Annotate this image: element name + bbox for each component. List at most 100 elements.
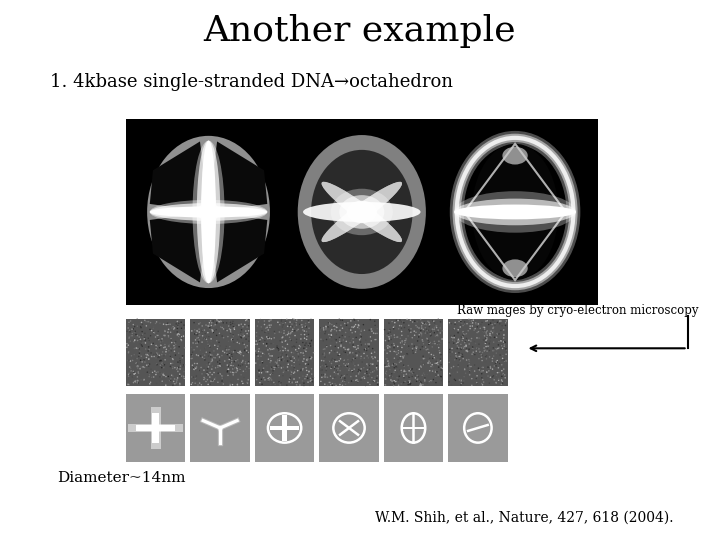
Point xyxy=(222,361,233,369)
Point xyxy=(481,335,492,343)
Point xyxy=(464,317,475,326)
Point xyxy=(369,353,381,361)
Point xyxy=(273,326,284,334)
Point xyxy=(356,333,367,341)
Point xyxy=(240,357,251,366)
Point xyxy=(210,353,221,361)
Point xyxy=(292,347,303,356)
Point xyxy=(328,321,340,330)
Point xyxy=(449,320,461,329)
Point xyxy=(285,336,297,345)
Point xyxy=(194,322,205,330)
Point xyxy=(225,318,236,327)
Point xyxy=(160,348,171,356)
Ellipse shape xyxy=(197,203,220,221)
Point xyxy=(451,337,462,346)
Point xyxy=(292,348,303,356)
Point xyxy=(457,334,469,343)
Point xyxy=(148,350,160,359)
Point xyxy=(287,378,298,387)
Point xyxy=(214,359,225,368)
Point xyxy=(143,351,154,360)
Point xyxy=(132,368,144,376)
Point xyxy=(207,376,218,385)
Point xyxy=(163,376,174,384)
Point xyxy=(445,352,456,361)
Point xyxy=(153,348,164,357)
Point xyxy=(158,370,169,379)
Point xyxy=(463,315,474,323)
Point xyxy=(223,362,235,370)
Point xyxy=(186,351,198,360)
Point xyxy=(239,346,251,355)
Point xyxy=(306,370,318,379)
Point xyxy=(198,364,210,373)
Point xyxy=(453,343,464,352)
Point xyxy=(163,341,175,349)
Point xyxy=(265,339,276,348)
Point xyxy=(203,352,215,360)
Point xyxy=(304,353,315,362)
Point xyxy=(263,326,274,334)
Point xyxy=(421,379,433,387)
Point xyxy=(211,363,222,372)
Point xyxy=(143,334,154,342)
Point xyxy=(241,362,253,371)
Point xyxy=(417,337,428,346)
Point xyxy=(288,342,300,350)
Point xyxy=(218,319,230,328)
Point xyxy=(261,342,272,350)
Point xyxy=(319,329,330,338)
Point xyxy=(333,353,344,362)
Point xyxy=(428,379,440,387)
Point xyxy=(361,366,373,374)
Point xyxy=(297,324,308,333)
Point xyxy=(419,375,431,384)
Point xyxy=(228,331,239,340)
Point xyxy=(487,324,499,333)
Point xyxy=(150,333,161,341)
Point xyxy=(389,380,400,388)
Point xyxy=(473,354,485,363)
Point xyxy=(467,348,479,356)
Point xyxy=(485,356,496,365)
Point xyxy=(342,363,354,372)
Point xyxy=(480,351,491,360)
Point xyxy=(209,327,220,335)
Point xyxy=(151,331,163,340)
Point xyxy=(169,345,181,353)
Point xyxy=(228,322,239,331)
Point xyxy=(472,372,483,380)
Point xyxy=(395,352,406,361)
Point xyxy=(343,346,354,354)
Point xyxy=(207,377,218,386)
Point xyxy=(446,381,457,389)
Point xyxy=(241,329,253,338)
Point xyxy=(130,330,142,339)
Point xyxy=(431,357,442,366)
Point xyxy=(235,348,247,357)
Point xyxy=(392,368,403,376)
Point xyxy=(197,353,208,361)
Point xyxy=(224,325,235,333)
Point xyxy=(346,367,357,376)
Point xyxy=(398,366,410,375)
Point xyxy=(483,320,495,329)
Point xyxy=(462,347,473,356)
Point xyxy=(132,379,143,387)
Point xyxy=(335,355,346,363)
Point xyxy=(121,343,132,352)
Point xyxy=(235,328,247,337)
Point xyxy=(160,350,171,359)
Point xyxy=(358,320,369,329)
Point xyxy=(398,319,410,327)
Point xyxy=(251,354,263,363)
Point xyxy=(202,368,213,376)
Point xyxy=(369,321,381,330)
Ellipse shape xyxy=(322,182,402,242)
Point xyxy=(338,372,350,380)
Point xyxy=(284,321,295,330)
Point xyxy=(215,362,226,370)
Point xyxy=(148,327,160,336)
Point xyxy=(170,379,181,388)
